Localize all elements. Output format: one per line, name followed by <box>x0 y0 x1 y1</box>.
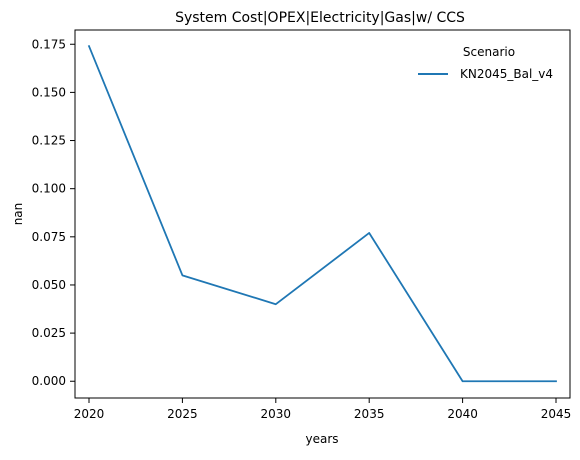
legend-label-kn2045-bal-v4: KN2045_Bal_v4 <box>460 67 553 81</box>
x-tick-label-2025: 2025 <box>167 407 198 421</box>
y-tick-label-0.100: 0.100 <box>32 182 66 196</box>
x-tick-label-2045: 2045 <box>541 407 572 421</box>
x-tick-label-2040: 2040 <box>447 407 478 421</box>
y-axis-label: nan <box>11 203 25 226</box>
y-tick-label-0.125: 0.125 <box>32 134 66 148</box>
y-tick-label-0.050: 0.050 <box>32 278 66 292</box>
x-tick-label-2030: 2030 <box>261 407 292 421</box>
chart-title: System Cost|OPEX|Electricity|Gas|w/ CCS <box>175 10 465 26</box>
y-tick-label-0.025: 0.025 <box>32 326 66 340</box>
y-tick-label-0.175: 0.175 <box>32 37 66 51</box>
y-tick-label-0.075: 0.075 <box>32 230 66 244</box>
x-tick-label-2020: 2020 <box>74 407 105 421</box>
x-tick-label-2035: 2035 <box>354 407 385 421</box>
legend-title: Scenario <box>463 45 515 59</box>
y-tick-label-0.000: 0.000 <box>32 374 66 388</box>
y-tick-label-0.150: 0.150 <box>32 85 66 99</box>
x-axis-label: years <box>305 432 338 446</box>
